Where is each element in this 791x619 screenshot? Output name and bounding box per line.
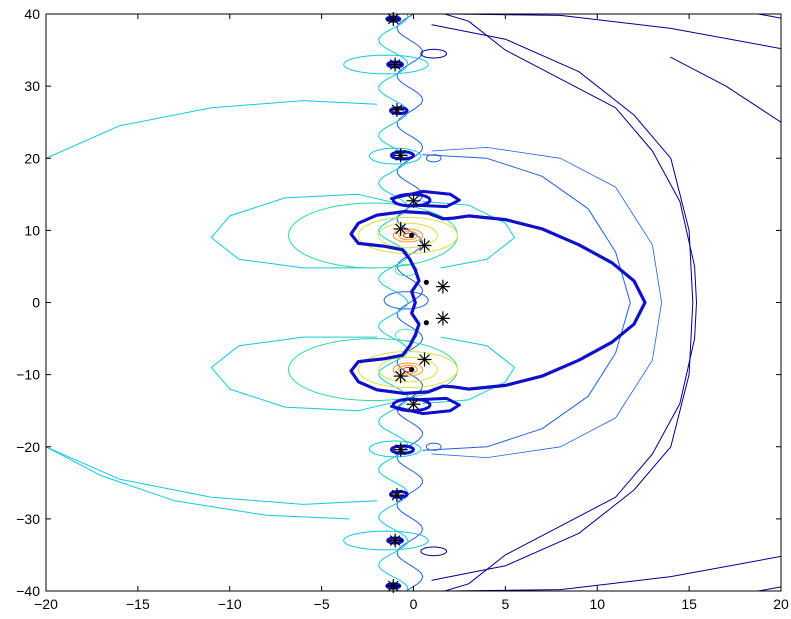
y-tick-label: 40 <box>24 6 40 22</box>
star-marker <box>388 57 403 72</box>
dot-marker <box>423 279 429 285</box>
level-contour <box>357 216 459 254</box>
navy-contour <box>755 14 781 19</box>
star-marker <box>388 533 403 548</box>
x-tick-label: 15 <box>681 596 697 612</box>
x-tick-label: −5 <box>314 596 330 612</box>
y-tick-label: −10 <box>16 367 40 383</box>
x-tick-label: −20 <box>34 596 58 612</box>
x-tick-label: 0 <box>410 596 418 612</box>
thick-contour <box>389 490 409 499</box>
star-marker <box>406 397 421 412</box>
contour-lines <box>46 14 781 591</box>
thick-contour <box>390 444 415 455</box>
blue-contour <box>422 154 631 451</box>
x-axis: −20 −15 −10 −5 0 5 10 15 20 <box>34 14 789 612</box>
level-contour <box>392 228 424 243</box>
y-axis: −40 −30 −20 −10 0 10 20 30 40 <box>16 6 781 599</box>
markers <box>386 12 450 593</box>
star-marker <box>417 238 432 253</box>
x-tick-label: −10 <box>218 596 242 612</box>
y-tick-label: −20 <box>16 439 40 455</box>
navy-contour <box>755 586 781 591</box>
x-tick-label: −15 <box>126 596 150 612</box>
cyan-contour <box>378 14 409 591</box>
thick-contour <box>390 396 461 416</box>
navy-contour <box>431 24 694 581</box>
star-marker <box>435 311 450 326</box>
dot-marker <box>409 366 415 373</box>
cyan-contour <box>46 446 350 520</box>
teal-contour <box>288 202 459 269</box>
star-marker <box>406 193 421 208</box>
star-marker <box>389 488 404 503</box>
level-contour <box>357 351 459 389</box>
blue-contour <box>383 291 429 310</box>
cyan-contour <box>46 100 378 159</box>
thick-contour <box>386 60 404 69</box>
star-marker <box>389 102 404 117</box>
plot-frame <box>45 13 782 592</box>
blue-contour <box>425 154 442 163</box>
navy-contour <box>420 546 448 557</box>
blue-contour <box>431 147 662 458</box>
thick-contour <box>386 536 404 545</box>
navy-contour <box>670 56 781 123</box>
y-tick-label: 10 <box>24 222 40 238</box>
cyan-contour <box>343 54 429 75</box>
navy-contour <box>449 555 781 591</box>
star-marker <box>393 221 408 236</box>
y-tick-label: −40 <box>16 583 40 599</box>
thick-contour <box>390 189 461 209</box>
x-tick-label: 20 <box>773 596 789 612</box>
y-tick-label: 30 <box>24 78 40 94</box>
x-tick-label: 5 <box>501 596 509 612</box>
navy-contour <box>449 14 781 50</box>
level-contour <box>378 222 438 249</box>
navy-contour <box>444 14 697 591</box>
y-tick-label: −30 <box>16 511 40 527</box>
y-tick-label: 20 <box>24 150 40 166</box>
thick-contour <box>390 150 415 161</box>
star-marker <box>435 279 450 294</box>
level-contour <box>398 230 418 241</box>
cyan-contour <box>422 201 516 269</box>
cyan-contour <box>368 147 422 165</box>
dot-marker <box>423 320 429 326</box>
cyan-contour <box>343 530 429 551</box>
thick-contour <box>389 106 409 115</box>
star-marker <box>393 148 408 163</box>
cyan-contour <box>210 193 405 269</box>
cyan-contour <box>46 446 378 505</box>
star-marker <box>417 352 432 367</box>
level-contour <box>392 362 424 377</box>
thick-contour <box>349 210 647 395</box>
cyan-contour <box>368 440 422 458</box>
level-contour <box>378 356 438 383</box>
teal-contour <box>288 338 459 402</box>
navy-contour <box>420 48 448 59</box>
star-marker <box>393 442 408 457</box>
star-marker <box>393 369 408 384</box>
cyan-contour <box>422 336 516 404</box>
x-tick-label: 10 <box>589 596 605 612</box>
dot-marker <box>409 232 415 239</box>
y-tick-label: 0 <box>32 295 40 311</box>
cyan-contour <box>210 336 405 412</box>
blue-contour <box>425 442 442 451</box>
blue-contour <box>396 14 424 591</box>
level-contour <box>398 364 418 375</box>
